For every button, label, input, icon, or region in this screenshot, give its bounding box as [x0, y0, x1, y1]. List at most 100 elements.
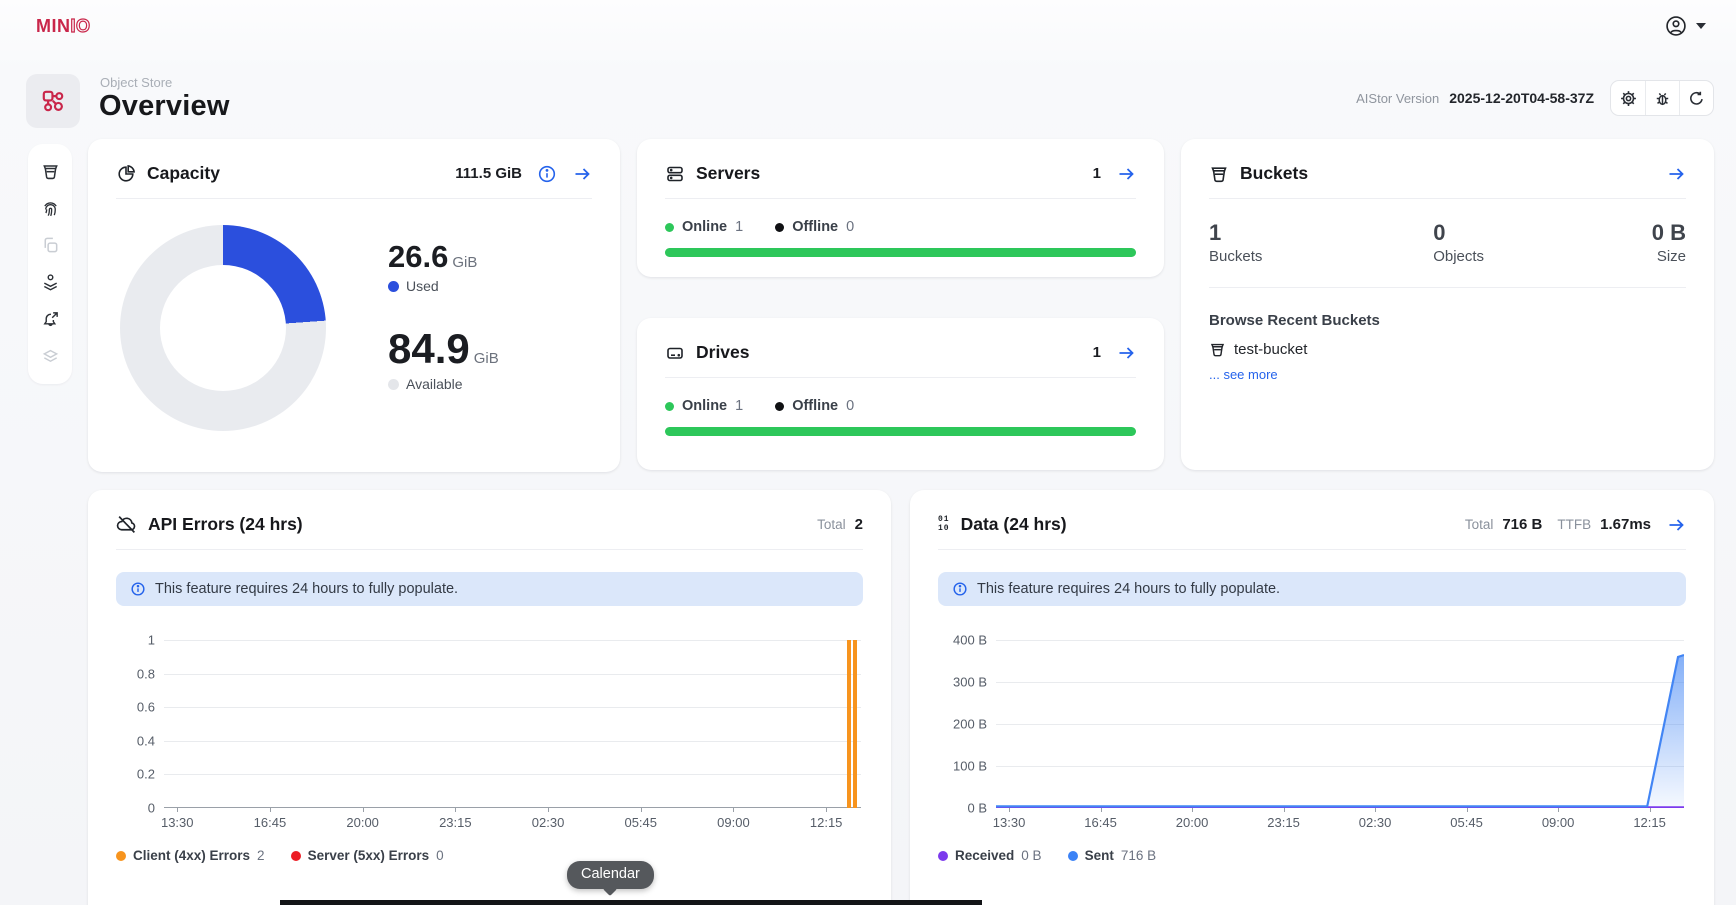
legend-received: Received 0 B	[938, 848, 1042, 863]
client-error-bar[interactable]	[853, 640, 857, 808]
x-tick: 05:45	[624, 815, 658, 830]
legend-label: Server (5xx) Errors	[307, 848, 430, 863]
capacity-donut-chart	[120, 225, 326, 431]
sidebar-item-copy[interactable]	[28, 227, 72, 264]
stat-label: Size	[1656, 248, 1686, 266]
used-label: Used	[406, 278, 439, 294]
refresh-icon	[1688, 90, 1705, 107]
api-errors-chart: 1 0.8 0.6 0.4 0.2 0 13:30 16:45 20:00 23…	[116, 633, 863, 832]
legend-value: 0 B	[1021, 848, 1042, 863]
sent-dot	[1067, 850, 1078, 861]
capacity-available-block: 84.9 GiB Available	[388, 328, 499, 392]
debug-button[interactable]	[1645, 81, 1679, 115]
online-value: 1	[735, 398, 744, 414]
user-icon	[1665, 15, 1687, 37]
stat-label: Objects	[1433, 248, 1485, 266]
size-stat: 0 B Size	[1651, 220, 1686, 266]
see-more-link[interactable]: ... see more	[1209, 367, 1278, 383]
objects-stat: 0 Objects	[1433, 220, 1485, 266]
online-dot	[665, 222, 674, 232]
stat-value: 0	[1433, 220, 1446, 245]
x-tick: 02:30	[1358, 815, 1392, 830]
x-tick: 12:15	[1633, 815, 1666, 830]
servers-health-bar	[665, 248, 1136, 257]
offline-value: 0	[846, 398, 855, 414]
x-tick: 09:00	[1541, 815, 1575, 830]
received-dot	[938, 850, 948, 861]
x-tick: 23:15	[1267, 815, 1300, 830]
arrow-right-icon[interactable]	[1666, 164, 1686, 184]
total-label: Total	[1464, 517, 1494, 532]
x-tick: 09:00	[717, 815, 750, 830]
servers-icon	[665, 164, 685, 184]
available-label: Available	[406, 376, 463, 392]
total-label: Total	[817, 517, 846, 532]
tiering-layers-icon	[41, 273, 60, 292]
sent-received-lines	[996, 653, 1684, 808]
data-traffic-legend: Received 0 B Sent 716 B	[938, 848, 1686, 863]
arrow-right-icon[interactable]	[1116, 343, 1136, 363]
sidebar-item-buckets[interactable]	[28, 153, 72, 190]
recent-bucket-link[interactable]: test-bucket	[1209, 341, 1686, 358]
online-value: 1	[735, 219, 744, 235]
y-tick: 0 B	[967, 800, 987, 816]
header-toolbar	[1610, 80, 1714, 116]
y-tick: 100 B	[953, 758, 987, 774]
servers-title: Servers	[696, 163, 761, 183]
fingerprint-icon	[41, 199, 60, 218]
arrow-right-icon[interactable]	[1666, 515, 1686, 535]
account-menu[interactable]	[1665, 15, 1706, 37]
ttfb-label: TTFB	[1557, 517, 1592, 532]
data-traffic-chart: 400 B 300 B 200 B 100 B 0 B 13:30 16:45 …	[938, 633, 1686, 832]
available-value: 84.9	[388, 325, 470, 372]
buckets-stat: 1 Buckets	[1209, 220, 1433, 265]
sidebar-item-identity[interactable]	[28, 190, 72, 227]
stat-value: 0 B	[1651, 220, 1686, 245]
capacity-card: Capacity 111.5 GiB 26.6 G	[88, 139, 620, 472]
x-tick: 13:30	[160, 815, 194, 830]
minio-logo[interactable]: MINIO	[36, 15, 91, 37]
cloud-off-icon	[116, 514, 137, 535]
buckets-card: Buckets 1 Buckets 0 Objects 0 B Size B	[1181, 139, 1714, 470]
info-icon[interactable]	[537, 164, 557, 184]
sidebar-item-alerts[interactable]	[28, 301, 72, 338]
logo-io: IO	[70, 15, 91, 36]
client-error-bar[interactable]	[847, 640, 851, 808]
x-tick: 23:15	[439, 815, 472, 830]
banner-text: This feature requires 24 hours to fully …	[977, 581, 1281, 597]
api-errors-card: API Errors (24 hrs) Total 2 This feature…	[88, 490, 891, 905]
overview-flow-icon	[40, 88, 66, 114]
bug-icon	[1654, 90, 1671, 107]
total-value: 2	[854, 516, 863, 533]
y-tick: 0.2	[136, 766, 155, 782]
bell-arrow-icon	[41, 310, 60, 329]
breadcrumb: Object Store	[100, 75, 173, 90]
legend-client-errors: Client (4xx) Errors 2	[116, 848, 265, 863]
info-banner: This feature requires 24 hours to fully …	[116, 572, 863, 606]
settings-button[interactable]	[1611, 81, 1645, 115]
offline-dot	[775, 401, 785, 411]
info-banner: This feature requires 24 hours to fully …	[938, 572, 1686, 606]
buckets-title: Buckets	[1240, 163, 1309, 183]
legend-server-errors: Server (5xx) Errors 0	[290, 848, 444, 863]
used-unit: GiB	[452, 254, 478, 271]
sidebar-item-tiering[interactable]	[28, 264, 72, 301]
y-tick: 400 B	[953, 632, 987, 648]
y-tick: 0.4	[136, 733, 155, 749]
drives-count: 1	[1092, 344, 1101, 361]
data-traffic-card: 01 10 Data (24 hrs) Total 716 B TTFB 1.67…	[910, 490, 1714, 905]
copy-icon	[41, 236, 60, 255]
arrow-right-icon[interactable]	[1116, 164, 1136, 184]
offline-value: 0	[846, 219, 855, 235]
online-label: Online	[682, 219, 728, 235]
refresh-button[interactable]	[1679, 81, 1713, 115]
x-tick: 05:45	[1450, 815, 1483, 830]
api-errors-title: API Errors (24 hrs)	[148, 514, 303, 534]
servers-count: 1	[1092, 165, 1101, 182]
x-tick: 12:15	[809, 815, 843, 830]
client-errors-dot	[116, 850, 126, 861]
browse-recent-heading: Browse Recent Buckets	[1209, 312, 1380, 330]
legend-label: Sent	[1084, 848, 1114, 863]
arrow-right-icon[interactable]	[572, 164, 592, 184]
sidebar-item-layers[interactable]	[28, 338, 72, 375]
